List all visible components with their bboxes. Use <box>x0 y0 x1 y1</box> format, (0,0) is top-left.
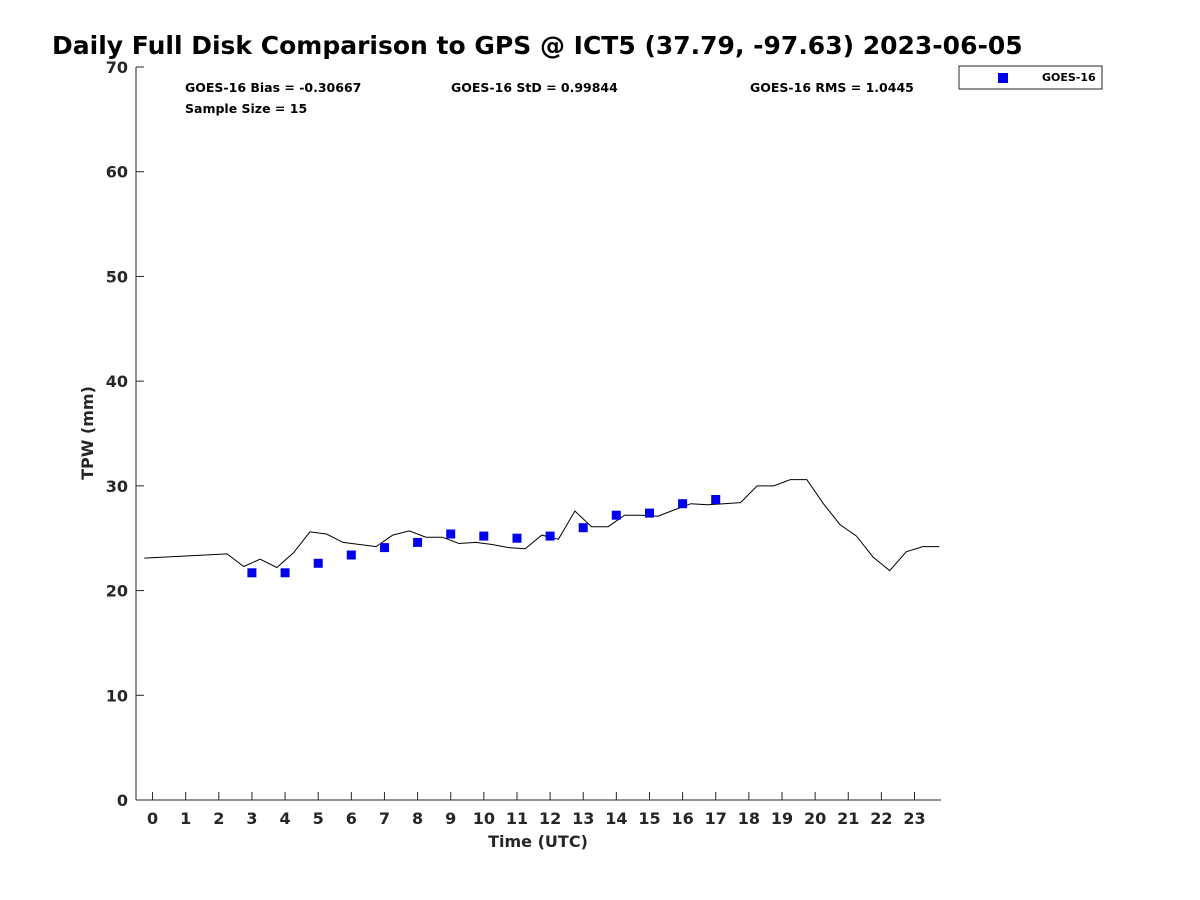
goes16-point <box>678 499 688 509</box>
x-tick-label: 7 <box>379 809 390 828</box>
x-axis-label: Time (UTC) <box>488 832 588 851</box>
x-tick-label: 19 <box>771 809 793 828</box>
goes16-point <box>346 550 356 560</box>
y-tick-label: 30 <box>106 477 128 496</box>
x-tick-label: 6 <box>346 809 357 828</box>
stat-bias: GOES-16 Bias = -0.30667 <box>185 80 361 95</box>
y-tick-label: 70 <box>106 58 128 77</box>
y-axis-label: TPW (mm) <box>78 386 97 480</box>
x-tick-label: 23 <box>903 809 925 828</box>
x-tick-label: 13 <box>572 809 594 828</box>
x-tick-label: 5 <box>313 809 324 828</box>
goes16-point <box>479 531 489 541</box>
x-axis-ticks: 0 1 2 3 4 5 6 7 8 9 10 11 12 13 14 15 16 17 18 19 20 21 22 23 <box>147 792 926 828</box>
x-tick-label: 14 <box>605 809 627 828</box>
x-tick-label: 18 <box>738 809 760 828</box>
goes16-point <box>711 495 721 504</box>
y-axis-ticks: 0 10 20 30 40 50 60 70 <box>106 58 144 810</box>
goes16-point <box>645 508 654 518</box>
stat-rms: GOES-16 RMS = 1.0445 <box>750 80 914 95</box>
x-tick-label: 22 <box>870 809 892 828</box>
series-layer <box>144 479 940 578</box>
x-tick-label: 4 <box>280 809 291 828</box>
x-tick-label: 10 <box>473 809 495 828</box>
legend-marker-goes16 <box>998 73 1008 83</box>
goes16-point <box>446 529 456 539</box>
x-tick-label: 20 <box>804 809 826 828</box>
chart-title: Daily Full Disk Comparison to GPS @ ICT5… <box>52 31 1023 60</box>
x-tick-label: 8 <box>412 809 423 828</box>
y-tick-label: 20 <box>106 582 128 601</box>
goes16-point <box>313 558 323 568</box>
y-tick-label: 0 <box>117 791 128 810</box>
x-tick-label: 21 <box>837 809 859 828</box>
goes16-point <box>512 533 522 543</box>
goes16-point <box>578 523 588 533</box>
goes16-point <box>413 537 423 547</box>
goes16-point <box>247 568 257 578</box>
goes16-point <box>545 531 555 541</box>
x-tick-label: 0 <box>147 809 158 828</box>
x-tick-label: 1 <box>180 809 191 828</box>
x-tick-label: 9 <box>445 809 456 828</box>
y-tick-label: 50 <box>106 267 128 286</box>
stat-std: GOES-16 StD = 0.99844 <box>451 80 618 95</box>
goes16-point <box>611 510 621 520</box>
x-tick-label: 15 <box>638 809 660 828</box>
x-tick-label: 11 <box>506 809 528 828</box>
x-tick-label: 17 <box>705 809 727 828</box>
legend: GOES-16 <box>958 65 1103 90</box>
x-tick-label: 12 <box>539 809 561 828</box>
goes16-point <box>280 568 290 578</box>
plot-area <box>136 67 941 800</box>
legend-box <box>958 65 1103 90</box>
goes16-point <box>380 543 389 553</box>
gps-tpw-line <box>144 479 940 572</box>
y-tick-label: 10 <box>106 686 128 705</box>
y-tick-label: 40 <box>106 372 128 391</box>
legend-label-goes16: GOES-16 <box>1042 71 1096 84</box>
x-tick-label: 2 <box>213 809 224 828</box>
y-tick-label: 60 <box>106 163 128 182</box>
stat-sample-size: Sample Size = 15 <box>185 101 307 116</box>
x-tick-label: 16 <box>671 809 693 828</box>
x-tick-label: 3 <box>246 809 257 828</box>
